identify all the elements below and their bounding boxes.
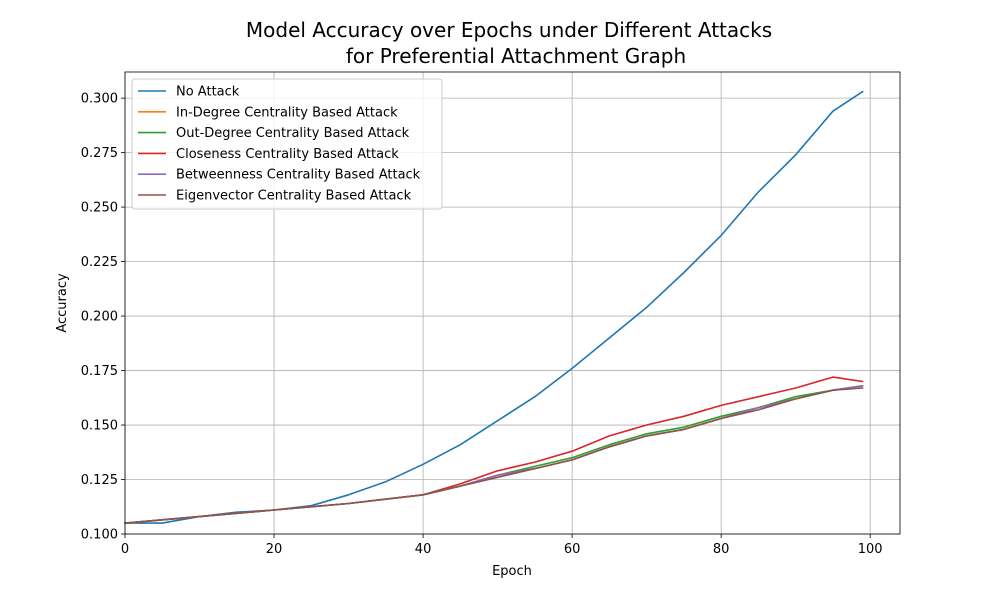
x-axis-label: Epoch xyxy=(492,564,532,579)
legend-label: Betweenness Centrality Based Attack xyxy=(176,168,421,183)
y-tick-label: 0.200 xyxy=(81,310,118,325)
series-line-1 xyxy=(124,385,864,524)
y-tick-label: 0.250 xyxy=(81,201,118,216)
series-line-4 xyxy=(124,385,864,524)
legend-label: No Attack xyxy=(176,85,240,100)
plot-area xyxy=(124,90,864,524)
legend-label: Eigenvector Centrality Based Attack xyxy=(176,189,412,204)
x-tick-label: 80 xyxy=(713,542,730,557)
x-tick-label: 60 xyxy=(564,542,581,557)
y-tick-label: 0.100 xyxy=(81,528,118,543)
y-tick-label: 0.175 xyxy=(81,364,118,379)
y-axis-label: Accuracy xyxy=(55,273,70,333)
chart-title: Model Accuracy over Epochs under Differe… xyxy=(246,18,772,42)
y-tick-label: 0.225 xyxy=(81,255,118,270)
series-line-2 xyxy=(124,385,864,524)
x-tick-label: 20 xyxy=(266,542,283,557)
axes-frame xyxy=(124,71,901,535)
y-tick-label: 0.150 xyxy=(81,419,118,434)
x-tick-label: 100 xyxy=(858,542,883,557)
legend: No Attack In-Degree Centrality Based Atta… xyxy=(131,78,443,210)
axis-ticks: 0 20 40 60 80 100 0.100 0.125 0.150 0.175 0.200 0.2… xyxy=(81,92,883,557)
y-tick-label: 0.300 xyxy=(81,92,118,107)
grid xyxy=(124,72,900,535)
x-tick-label: 0 xyxy=(121,542,129,557)
chart-subtitle: for Preferential Attachment Graph xyxy=(346,44,686,68)
y-tick-label: 0.125 xyxy=(81,473,118,488)
series-line-5 xyxy=(124,387,864,524)
series-line-3 xyxy=(124,376,864,524)
legend-label: In-Degree Centrality Based Attack xyxy=(176,105,398,120)
legend-label: Closeness Centrality Based Attack xyxy=(176,147,399,162)
legend-box xyxy=(131,78,443,210)
legend-label: Out-Degree Centrality Based Attack xyxy=(176,126,410,141)
x-tick-label: 40 xyxy=(415,542,432,557)
y-tick-label: 0.275 xyxy=(81,146,118,161)
